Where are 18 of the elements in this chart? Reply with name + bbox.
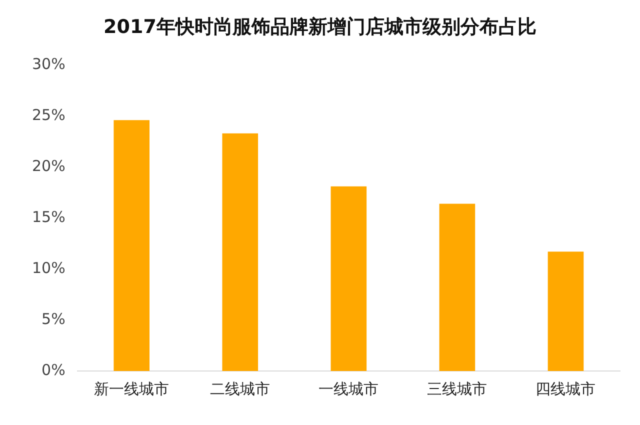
y-tick-label: 10% <box>32 258 66 277</box>
y-tick-label: 20% <box>32 156 66 175</box>
x-tick-label: 一线城市 <box>318 380 379 398</box>
bar <box>330 186 367 371</box>
chart-title: 2017年快时尚服饰品牌新增门店城市级别分布占比 <box>102 15 538 40</box>
bar <box>548 252 584 371</box>
y-tick-label: 15% <box>32 208 66 226</box>
y-tick-label: 5% <box>42 310 66 328</box>
bar <box>114 120 150 371</box>
x-tick-label: 二线城市 <box>210 380 270 398</box>
y-tick-label: 0% <box>42 360 66 379</box>
bar <box>222 133 258 371</box>
x-tick-label: 四线城市 <box>536 380 596 398</box>
x-tick-label: 三线城市 <box>427 380 488 398</box>
y-tick-label: 30% <box>32 54 66 73</box>
y-tick-label: 25% <box>32 106 66 124</box>
bar <box>439 204 476 371</box>
x-tick-label: 新一线城市 <box>94 380 170 398</box>
